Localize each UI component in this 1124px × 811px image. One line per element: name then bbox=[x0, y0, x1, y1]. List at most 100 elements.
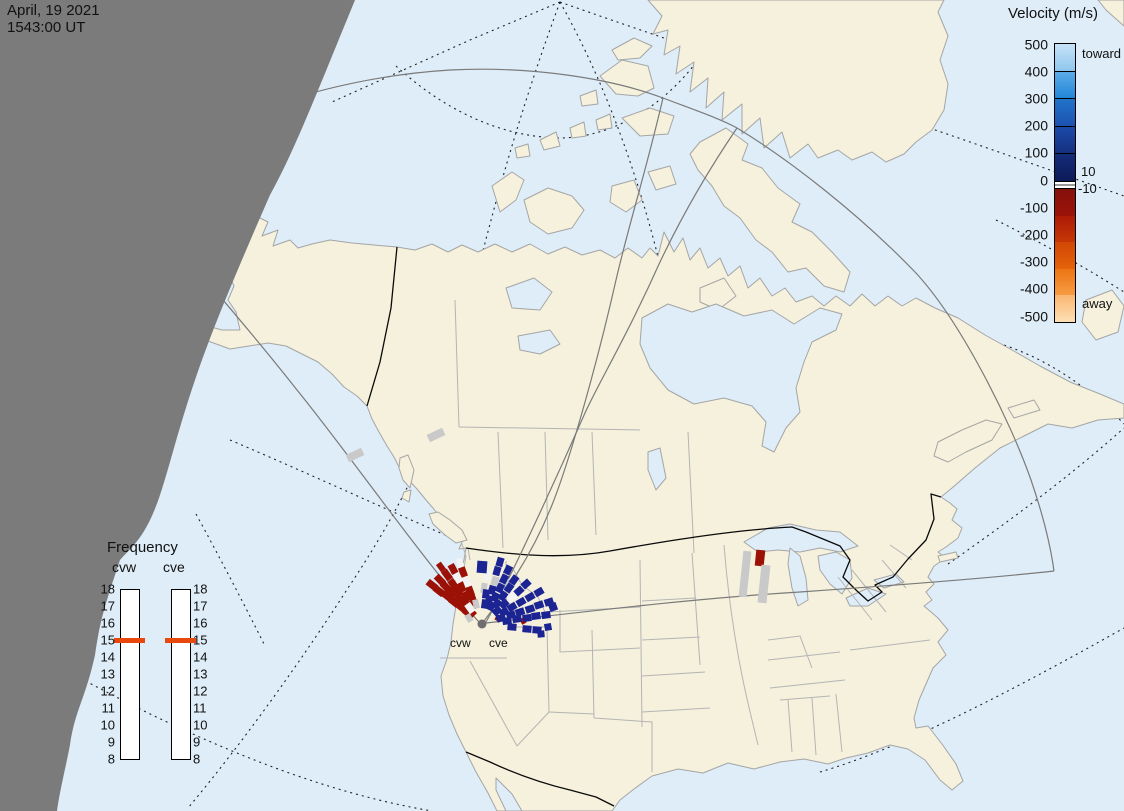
echo-cell-t bbox=[489, 591, 501, 603]
echo-cell-t bbox=[541, 610, 551, 620]
lake-superior bbox=[743, 523, 859, 553]
gulf-of-california bbox=[495, 777, 523, 811]
frequency-tick-label: 11 bbox=[193, 700, 207, 716]
frequency-cell bbox=[120, 742, 140, 760]
echo-cell-t bbox=[494, 582, 506, 594]
colorbar-segment bbox=[1055, 295, 1075, 322]
velocity-colorbar-away bbox=[1054, 187, 1076, 323]
island bbox=[569, 121, 587, 139]
echo-cell-g bbox=[426, 427, 446, 443]
frequency-cell bbox=[171, 708, 191, 726]
frequency-column-label: cvw bbox=[112, 559, 137, 575]
frequency-column-label: cve bbox=[163, 559, 185, 575]
frequency-tick-label: 18 bbox=[100, 581, 115, 597]
timestamp: April, 19 2021 1543:00 UT bbox=[7, 2, 100, 36]
island-vancouver bbox=[428, 511, 468, 544]
echo-cell-t bbox=[522, 613, 532, 623]
echo-cell-t bbox=[515, 596, 527, 608]
echo-cell-a bbox=[447, 577, 459, 591]
frequency-legend: Frequency cvw cve 18 18 17 17 16 16 15 15 14 14 13 13… bbox=[85, 539, 237, 779]
frequency-tick-label: 14 bbox=[193, 649, 208, 665]
frequency-legend-title: Frequency bbox=[107, 539, 178, 556]
frequency-tick-label: 16 bbox=[193, 615, 208, 631]
us-mexico-border bbox=[465, 751, 615, 807]
velocity-colorbar-toward bbox=[1054, 43, 1076, 182]
colorbar-segment bbox=[1054, 125, 1076, 154]
velocity-tick-label: -100 bbox=[1019, 199, 1048, 216]
frequency-marker bbox=[114, 638, 145, 643]
velocity-tick-label: 300 bbox=[1024, 90, 1048, 107]
echo-cell-t bbox=[502, 564, 514, 576]
echo-cell-t bbox=[543, 622, 553, 632]
velocity-tick-label: -500 bbox=[1019, 308, 1048, 325]
echo-cell-m bbox=[464, 601, 476, 615]
frequency-tick-label: 12 bbox=[100, 683, 115, 699]
echo-cell-t bbox=[533, 586, 545, 598]
frequency-cell bbox=[171, 674, 191, 692]
echo-cell-g bbox=[464, 613, 474, 623]
radar-site-dot bbox=[477, 619, 487, 629]
echo-cell-t bbox=[507, 623, 517, 631]
velocity-tick-label: -200 bbox=[1019, 226, 1048, 243]
frequency-cell bbox=[171, 691, 191, 709]
frequency-tick-label: 18 bbox=[193, 581, 208, 597]
island-victoria bbox=[523, 187, 585, 235]
away-label: away bbox=[1082, 296, 1113, 311]
frequency-tick-label: 17 bbox=[100, 598, 115, 614]
colorbar-segment bbox=[1055, 242, 1075, 269]
frequency-tick-label: 9 bbox=[193, 734, 201, 750]
velocity-echo-cells bbox=[345, 427, 771, 638]
echo-cell-t bbox=[498, 598, 510, 610]
frequency-cell bbox=[120, 606, 140, 624]
mainland-north-america bbox=[175, 215, 1124, 811]
velocity-tick-label: 400 bbox=[1024, 63, 1048, 80]
island bbox=[539, 131, 561, 151]
island bbox=[611, 37, 653, 61]
frequency-cell bbox=[171, 725, 191, 743]
echo-cell-t bbox=[476, 560, 488, 574]
island bbox=[514, 143, 531, 159]
frequency-tick-label: 9 bbox=[107, 734, 115, 750]
inland-water bbox=[495, 277, 905, 811]
echo-cell-a bbox=[456, 580, 468, 594]
echo-cell-a bbox=[458, 593, 470, 607]
colorbar-segment bbox=[1054, 43, 1076, 71]
state-borders bbox=[440, 299, 931, 772]
lake-winnipeg bbox=[647, 447, 667, 491]
island-anticosti bbox=[1007, 399, 1041, 419]
frequency-cell bbox=[171, 657, 191, 675]
frequency-tick-label: 15 bbox=[100, 632, 115, 648]
frequency-tick-label: 15 bbox=[193, 632, 208, 648]
time-label: 1543:00 UT bbox=[7, 19, 86, 36]
frequency-tick-label: 8 bbox=[107, 751, 115, 767]
island-somerset bbox=[647, 165, 677, 191]
echo-cell-a bbox=[447, 596, 461, 608]
island-southampton bbox=[699, 277, 737, 311]
echo-cell-g bbox=[757, 564, 771, 604]
velocity-tick-label: 200 bbox=[1024, 117, 1048, 134]
echo-cell-t bbox=[491, 598, 503, 610]
echo-cell-g bbox=[345, 447, 365, 463]
echo-cell-t bbox=[497, 590, 509, 602]
velocity-colorbar bbox=[1054, 43, 1076, 323]
nova-scotia bbox=[933, 419, 1003, 463]
radar-fov-outline bbox=[119, 68, 1055, 624]
echo-cell-t bbox=[524, 591, 536, 603]
echo-cell-a bbox=[447, 562, 459, 576]
echo-cell-a bbox=[458, 566, 468, 578]
lake-erie bbox=[845, 587, 887, 607]
fov-mid-edge-2 bbox=[485, 127, 738, 623]
echo-cell-t bbox=[495, 556, 505, 568]
long-island bbox=[937, 551, 959, 563]
terminator-shadow bbox=[0, 0, 355, 811]
island bbox=[1097, 0, 1124, 27]
radar-label-cve: cve bbox=[489, 636, 508, 650]
island-haida-gwaii bbox=[398, 454, 415, 489]
echo-cell-a bbox=[435, 561, 447, 573]
hudson-bay bbox=[639, 303, 843, 453]
island-newfoundland bbox=[1081, 289, 1124, 341]
echo-cell-t bbox=[506, 601, 518, 613]
alaska-yukon-border bbox=[366, 246, 398, 407]
velocity-tick-label: -400 bbox=[1019, 280, 1048, 297]
echo-cell-t bbox=[491, 605, 503, 617]
